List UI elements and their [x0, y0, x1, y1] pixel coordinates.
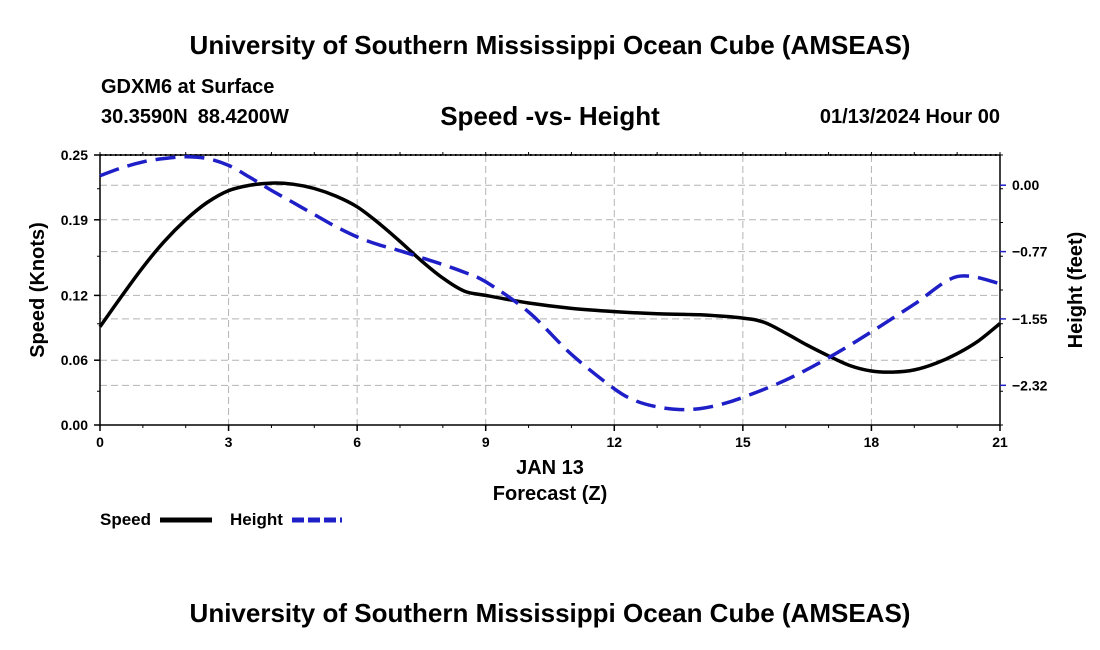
x-axis-date-label: JAN 13	[516, 457, 584, 479]
y2-tick-label: 0.00	[1012, 177, 1039, 193]
latitude-label: 30.3590N	[101, 106, 188, 128]
footer-title: University of Southern Mississippi Ocean…	[189, 598, 911, 628]
x-tick-label: 21	[992, 434, 1008, 450]
longitude-label: 88.4200W	[197, 106, 289, 128]
model-level-label: GDXM6 at Surface	[101, 76, 275, 98]
y-tick-label: 0.12	[61, 287, 88, 303]
x-axis-label: Forecast (Z)	[493, 483, 607, 505]
chart-title: Speed -vs- Height	[440, 101, 660, 131]
y2-axis-label: Height (feet)	[1065, 232, 1087, 349]
x-tick-label: 6	[353, 434, 361, 450]
x-tick-label: 15	[735, 434, 751, 450]
y2-tick-label: −0.77	[1012, 244, 1048, 260]
forecast-datetime: 01/13/2024 Hour 00	[819, 106, 1000, 128]
x-tick-label: 9	[482, 434, 490, 450]
y2-tick-label: −2.32	[1012, 377, 1048, 393]
y-axis-label: Speed (Knots)	[27, 222, 49, 358]
legend-height-label: Height	[230, 510, 283, 529]
x-tick-label: 3	[225, 434, 233, 450]
y-tick-label: 0.00	[61, 417, 88, 433]
y-tick-label: 0.06	[61, 352, 88, 368]
x-tick-label: 18	[864, 434, 880, 450]
plot-frame	[99, 154, 1001, 426]
legend-speed-label: Speed	[100, 510, 151, 529]
location-coordinates: 30.3590N 88.4200W	[101, 106, 289, 129]
y-tick-label: 0.19	[61, 212, 88, 228]
x-tick-label: 0	[96, 434, 104, 450]
x-tick-label: 12	[606, 434, 622, 450]
page-title: University of Southern Mississippi Ocean…	[189, 30, 911, 60]
y-tick-label: 0.25	[61, 147, 88, 163]
data-series	[98, 154, 1002, 412]
legend: Speed Height	[100, 510, 342, 529]
height-series-line	[99, 154, 1001, 412]
grid-lines	[100, 155, 1000, 425]
y2-tick-label: −1.55	[1012, 311, 1048, 327]
axis-ticks: 0 3 6 9 12 15 18 21 0.00 0.06 0.12 0.19 0.25 0.00 −0.7…	[61, 147, 1048, 450]
speed-series-line	[98, 181, 1002, 374]
